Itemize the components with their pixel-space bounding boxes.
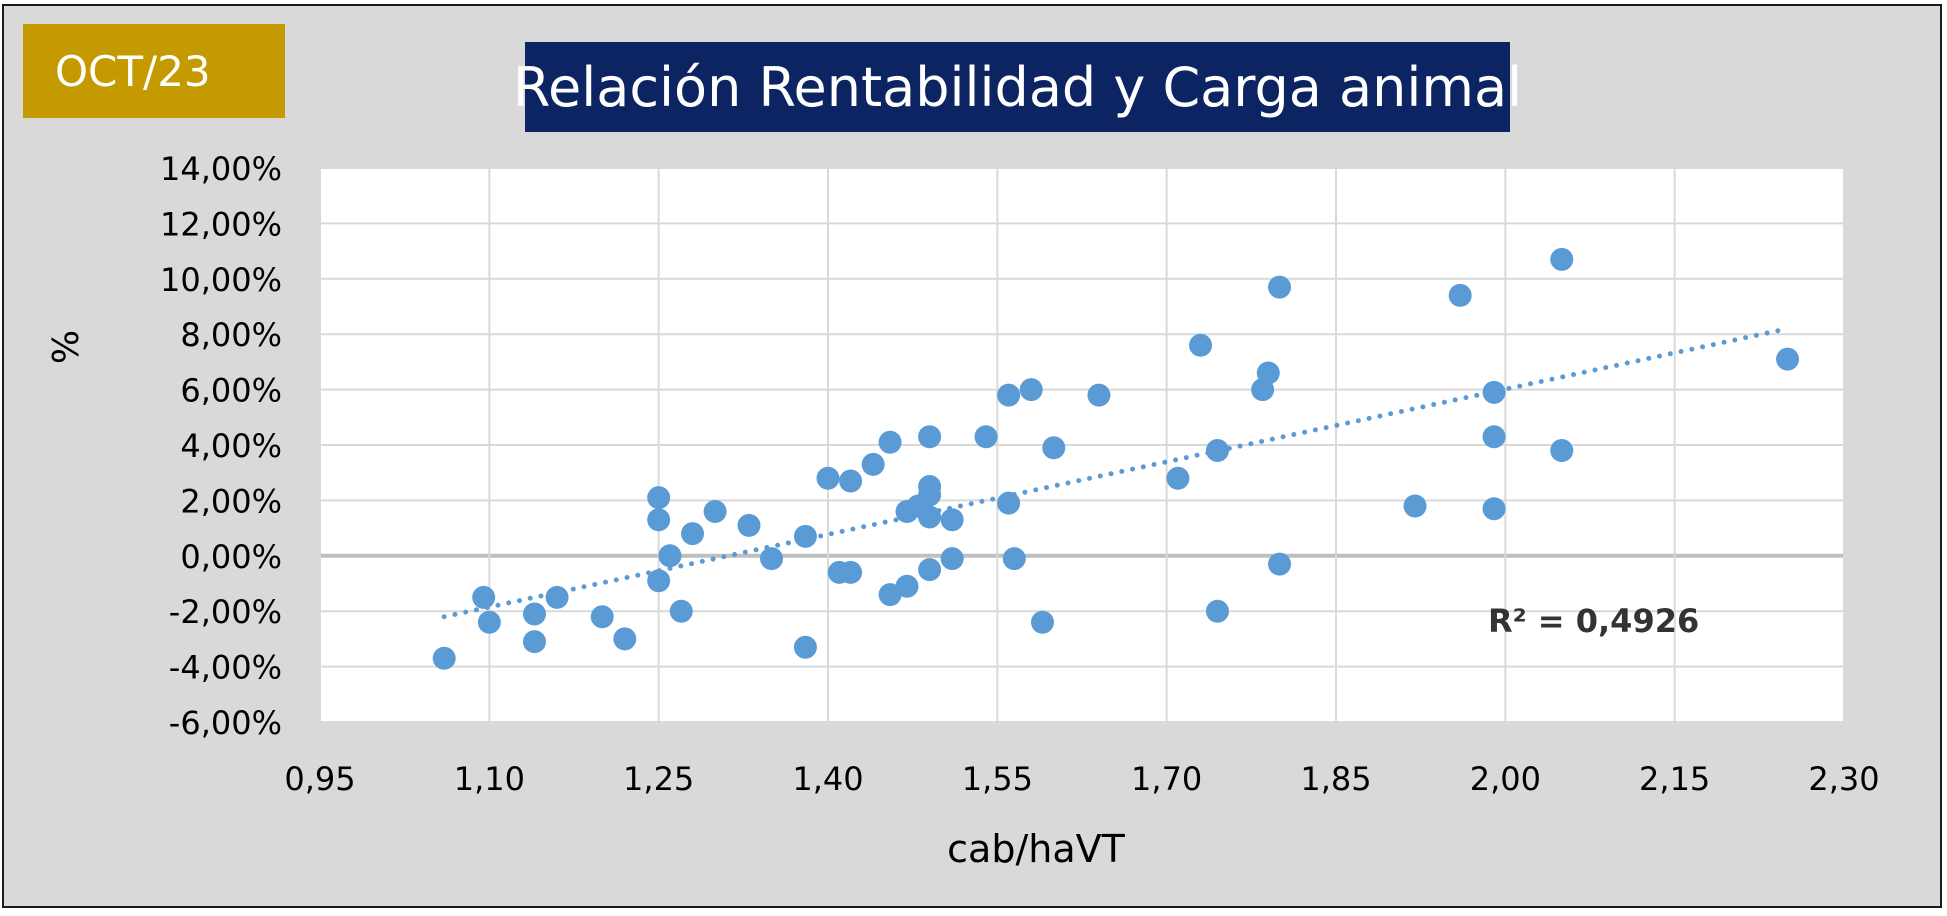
data-point	[432, 646, 456, 670]
x-tick-label: 2,15	[1639, 760, 1710, 798]
y-tick-labels: -6,00% -4,00% -2,00% 0,00% 2,00% 4,00% 6,00% 8,…	[160, 150, 282, 742]
data-point	[647, 508, 671, 532]
y-tick-label: -4,00%	[169, 649, 282, 687]
data-point	[1268, 275, 1292, 299]
data-point	[1268, 552, 1292, 576]
data-point	[918, 558, 942, 582]
y-axis-label: %	[46, 330, 87, 364]
data-point	[1448, 283, 1472, 307]
data-point	[1030, 610, 1054, 634]
data-point	[1019, 378, 1043, 402]
data-point	[878, 430, 902, 454]
y-tick-label: 10,00%	[160, 261, 282, 299]
data-point	[1403, 494, 1427, 518]
data-point	[895, 574, 919, 598]
x-tick-label: 1,85	[1300, 760, 1371, 798]
data-point	[1002, 547, 1026, 571]
x-tick-label: 0,95	[284, 760, 355, 798]
y-tick-label: 12,00%	[160, 205, 282, 243]
data-point	[1189, 333, 1213, 357]
data-point	[590, 605, 614, 629]
data-point	[1087, 383, 1111, 407]
x-tick-label: 1,40	[792, 760, 863, 798]
x-tick-label: 1,70	[1131, 760, 1202, 798]
data-point	[918, 425, 942, 449]
data-point	[1042, 436, 1066, 460]
data-point	[477, 610, 501, 634]
data-point	[997, 383, 1021, 407]
data-point	[1550, 247, 1574, 271]
x-tick-labels: 0,95 1,10 1,25 1,40 1,55 1,70 1,85 2,00 2,15 2,30	[284, 760, 1879, 798]
x-tick-label: 2,00	[1470, 760, 1541, 798]
data-point	[760, 547, 784, 571]
data-points	[432, 247, 1800, 670]
y-tick-label: 14,00%	[160, 150, 282, 188]
data-point	[472, 585, 496, 609]
x-axis-label: cab/haVT	[947, 827, 1125, 871]
data-point	[658, 544, 682, 568]
x-tick-label: 1,55	[962, 760, 1033, 798]
x-tick-label: 1,10	[454, 760, 525, 798]
data-point	[1776, 347, 1800, 371]
chart-title: Relación Rentabilidad y Carga animal	[513, 42, 1522, 132]
data-point	[522, 630, 546, 654]
data-point	[1205, 439, 1229, 463]
data-point	[997, 491, 1021, 515]
data-point	[940, 547, 964, 571]
trendline	[441, 326, 1791, 620]
period-badge-label: OCT/23	[55, 46, 211, 96]
data-point	[1482, 380, 1506, 404]
data-point	[737, 513, 761, 537]
data-point	[918, 483, 942, 507]
grid-lines	[319, 167, 1845, 723]
data-point	[1256, 361, 1280, 385]
data-point	[918, 505, 942, 529]
data-point	[1205, 599, 1229, 623]
y-tick-label: 8,00%	[180, 316, 282, 354]
data-point	[681, 522, 705, 546]
trendline-path	[441, 326, 1791, 620]
x-tick-label: 1,25	[623, 760, 694, 798]
data-point	[522, 602, 546, 626]
data-point	[647, 569, 671, 593]
data-point	[669, 599, 693, 623]
data-point	[1482, 425, 1506, 449]
y-tick-label: 0,00%	[180, 538, 282, 576]
data-point	[703, 499, 727, 523]
data-point	[940, 508, 964, 532]
data-point	[1550, 439, 1574, 463]
x-tick-label: 2,30	[1808, 760, 1879, 798]
data-point	[793, 635, 817, 659]
data-point	[545, 585, 569, 609]
data-point	[816, 466, 840, 490]
data-point	[647, 486, 671, 510]
period-badge: OCT/23	[23, 24, 285, 118]
y-tick-label: 6,00%	[180, 372, 282, 410]
y-tick-label: -6,00%	[169, 704, 282, 742]
r-squared-label: R² = 0,4926	[1488, 602, 1699, 640]
data-point	[613, 627, 637, 651]
data-point	[1166, 466, 1190, 490]
y-tick-label: -2,00%	[169, 593, 282, 631]
data-point	[839, 469, 863, 493]
data-point	[839, 560, 863, 584]
data-point	[974, 425, 998, 449]
y-tick-label: 2,00%	[180, 482, 282, 520]
y-tick-label: 4,00%	[180, 427, 282, 465]
data-point	[1482, 497, 1506, 521]
data-point	[793, 524, 817, 548]
data-point	[861, 452, 885, 476]
